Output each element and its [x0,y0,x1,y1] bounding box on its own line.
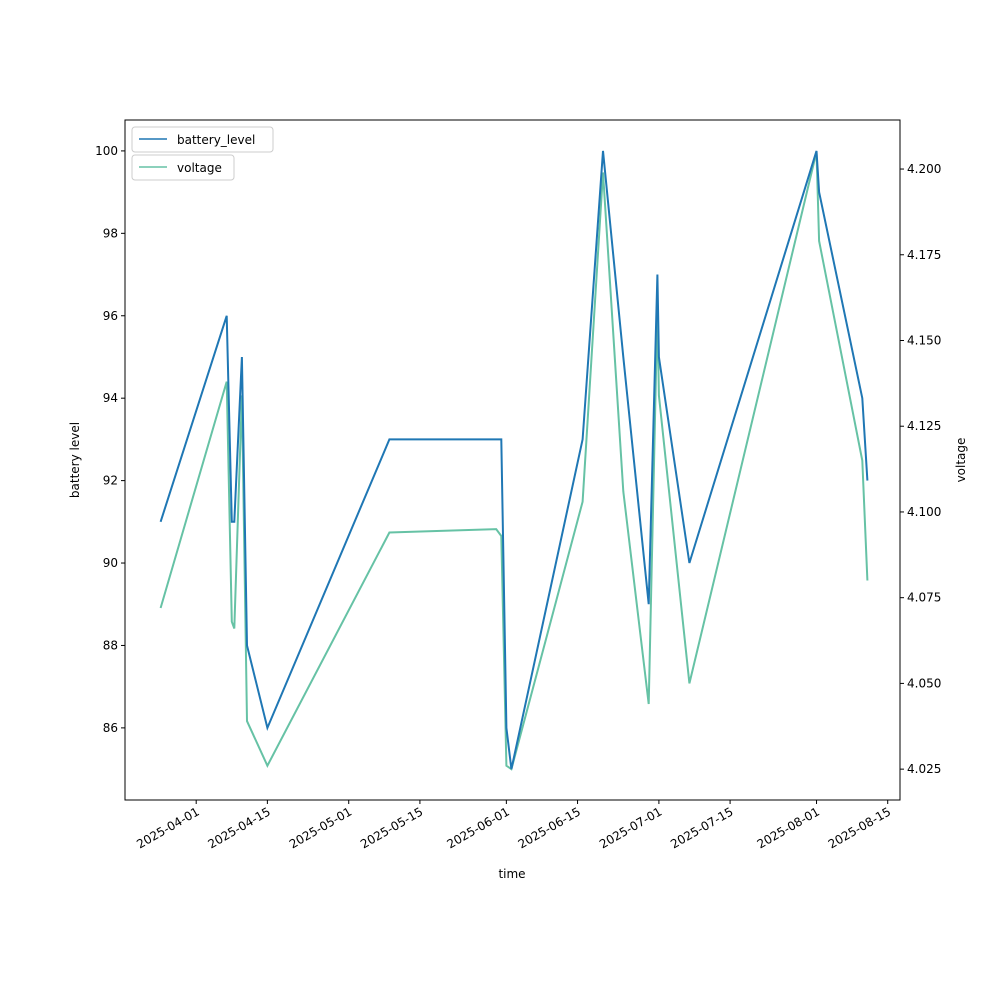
legend-label-voltage: voltage [177,161,222,175]
x-tick-label: 2025-04-15 [205,804,272,851]
y-tick-label: 94 [103,391,118,405]
y-tick-label: 92 [103,474,118,488]
y-right-tick-label: 4.125 [907,419,941,433]
y-tick-label: 100 [95,144,118,158]
y-right-tick-label: 4.150 [907,333,941,347]
y-axis-right-label: voltage [954,438,968,483]
y-right-tick-label: 4.075 [907,591,941,605]
y-right-tick-label: 4.200 [907,162,941,176]
x-tick-label: 2025-08-15 [826,804,893,851]
x-axis-label: time [498,867,525,881]
legend-label-battery-level: battery_level [177,133,255,147]
x-tick-label: 2025-07-15 [668,804,735,851]
y-right-tick-label: 4.050 [907,676,941,690]
y-tick-label: 90 [103,556,118,570]
series-line-battery-level [159,150,869,770]
y-tick-label: 86 [103,721,118,735]
legend-voltage: voltage [131,154,235,181]
y-tick-label: 88 [103,638,118,652]
x-tick-label: 2025-05-01 [287,804,354,851]
y-tick-label: 98 [103,226,118,240]
x-tick-label: 2025-06-01 [444,804,511,851]
y-right-tick-label: 4.100 [907,505,941,519]
y-right-tick-label: 4.025 [907,762,941,776]
y-tick-label: 96 [103,309,118,323]
x-tick-label: 2025-06-15 [516,804,583,851]
x-tick-label: 2025-08-01 [755,804,822,851]
y-axis-label: battery level [68,422,82,498]
legend-frame [131,126,274,153]
legend-frame [131,154,235,181]
legend-battery-level: battery_level [131,126,274,153]
x-tick-label: 2025-04-01 [134,804,201,851]
plot-frame [124,119,901,801]
x-tick-label: 2025-07-01 [597,804,664,851]
y-right-tick-label: 4.175 [907,248,941,262]
x-tick-label: 2025-05-15 [358,804,425,851]
series-line-voltage [159,151,869,771]
